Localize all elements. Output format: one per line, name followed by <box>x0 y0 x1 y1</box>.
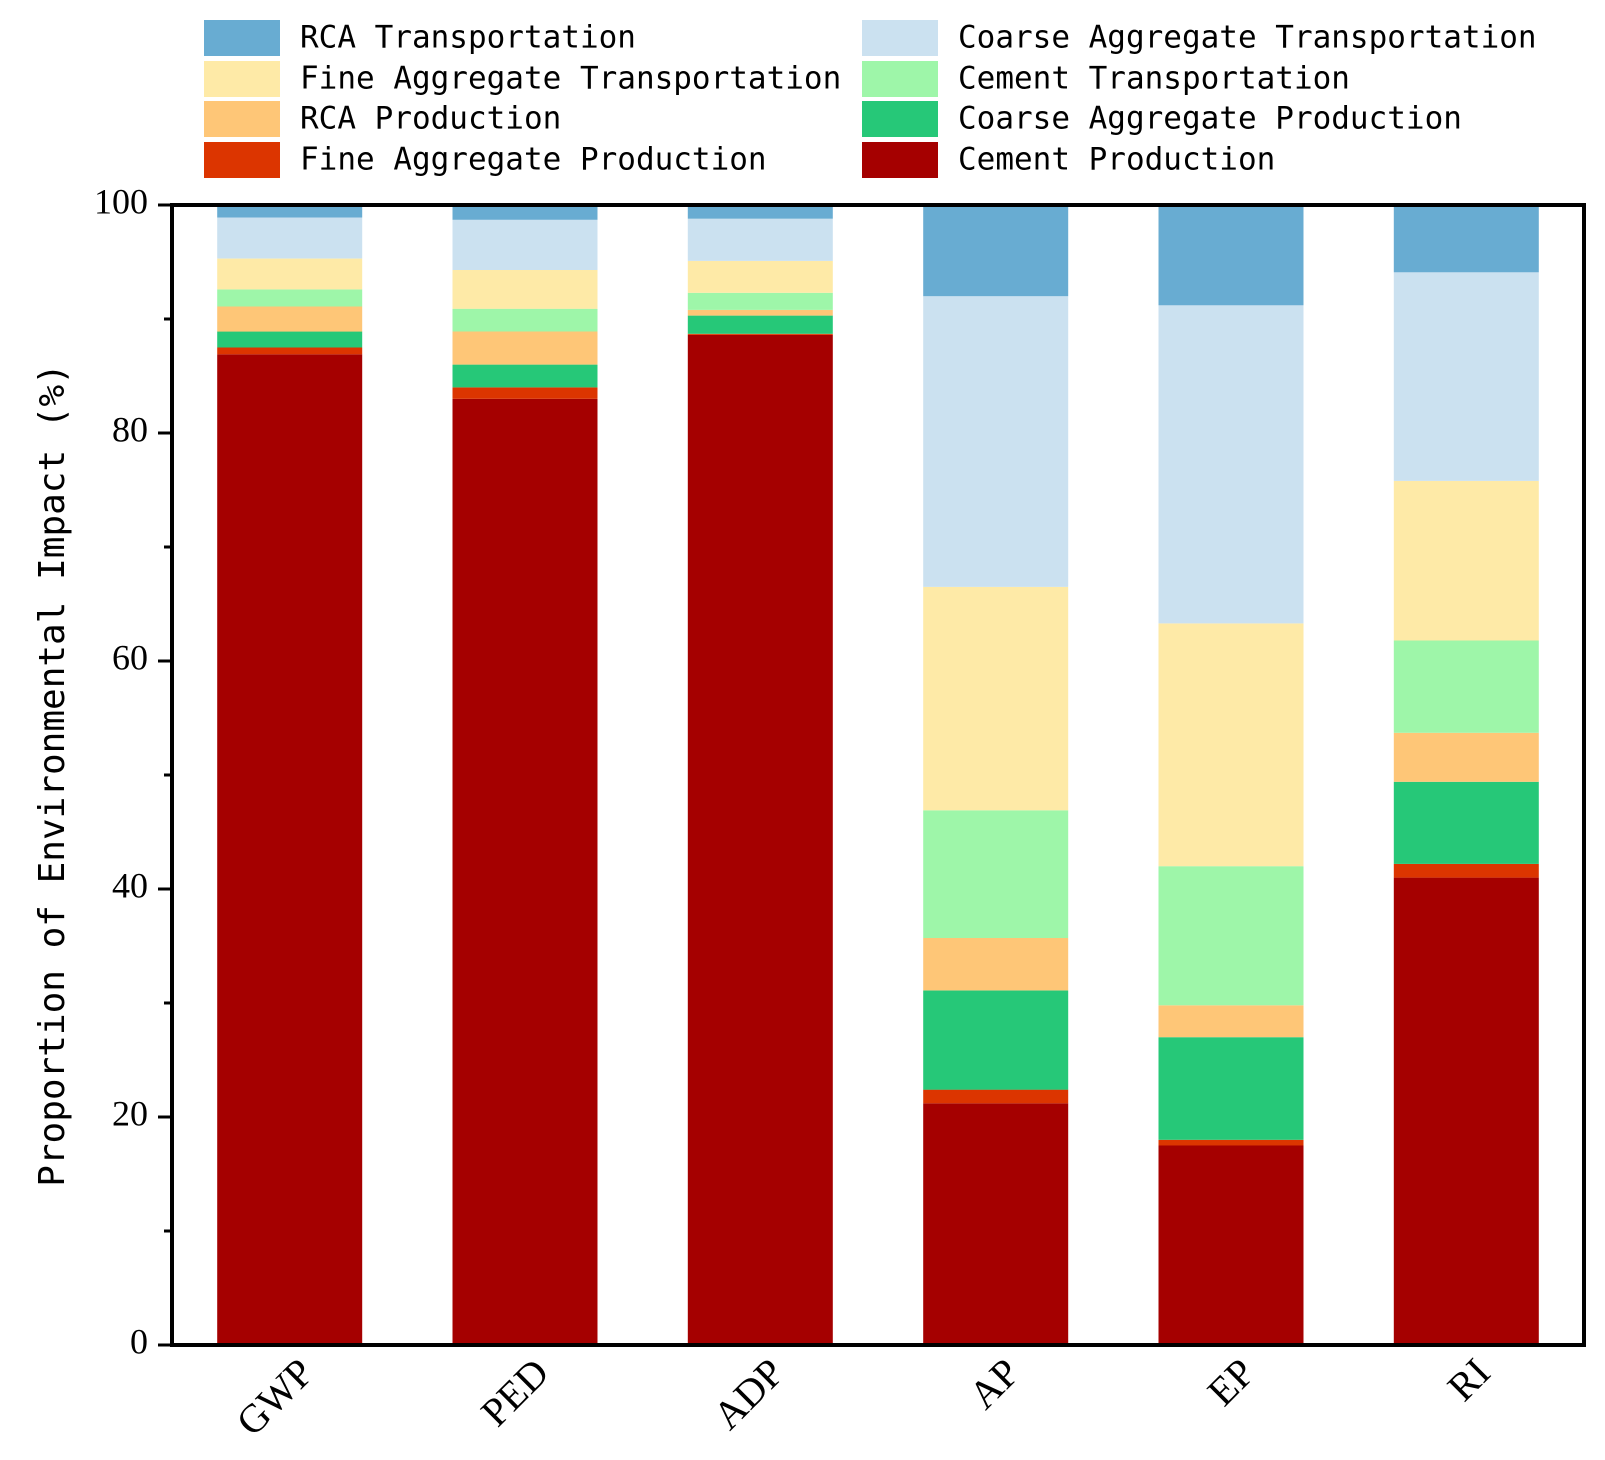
bar-ped-fine-aggregate-transportation <box>452 270 598 309</box>
bar-ped-fine-aggregate-production <box>452 387 598 399</box>
x-tick-label-adp: ADP <box>704 1350 792 1438</box>
bar-ped-cement-production <box>452 398 598 1345</box>
legend-swatch-fine-aggregate-production <box>204 142 280 178</box>
bar-ped-coarse-aggregate-transportation <box>452 219 598 270</box>
legend: RCA Transportation Coarse Aggregate Trans… <box>204 20 1537 178</box>
x-tick-label-gwp: GWP <box>227 1350 322 1445</box>
bar-ap-rca-transportation <box>923 205 1069 297</box>
y-tick-label-80: 80 <box>112 409 148 449</box>
bar-ap-fine-aggregate-production <box>923 1089 1069 1104</box>
x-axis: GWP PED ADP AP EP RI <box>227 1350 1498 1445</box>
bar-ep-rca-production <box>1158 1005 1304 1038</box>
x-tick-label-ap: AP <box>960 1350 1028 1418</box>
plot-frame <box>170 203 1586 1347</box>
bar-gwp-cement-transportation <box>217 289 363 307</box>
x-tick-label-ped: PED <box>472 1350 557 1435</box>
bar-ep-fine-aggregate-transportation <box>1158 623 1304 867</box>
bar-adp-fine-aggregate-production <box>687 333 833 335</box>
bar-gwp-coarse-aggregate-production <box>217 331 363 348</box>
legend-label-cement-transportation: Cement Transportation <box>958 61 1350 97</box>
legend-label-coarse-aggregate-transportation: Coarse Aggregate Transportation <box>958 20 1537 56</box>
bar-adp-cement-transportation <box>687 292 833 310</box>
bar-ap-coarse-aggregate-transportation <box>923 296 1069 587</box>
bar-adp-fine-aggregate-transportation <box>687 260 833 293</box>
legend-swatch-fine-aggregate-transportation <box>204 61 280 97</box>
legend-swatch-cement-production <box>862 142 938 178</box>
bar-ap-fine-aggregate-transportation <box>923 586 1069 811</box>
legend-label-coarse-aggregate-production: Coarse Aggregate Production <box>958 101 1462 137</box>
y-tick-label-0: 0 <box>130 1321 148 1361</box>
bar-ap-cement-production <box>923 1103 1069 1345</box>
bar-ep-cement-transportation <box>1158 866 1304 1006</box>
bar-ap-rca-production <box>923 938 1069 991</box>
bar-gwp-cement-production <box>217 354 363 1345</box>
bar-ped-rca-production <box>452 331 598 365</box>
bar-adp-coarse-aggregate-production <box>687 315 833 334</box>
bar-gwp-rca-transportation <box>217 205 363 218</box>
legend-label-fine-aggregate-transportation: Fine Aggregate Transportation <box>300 61 841 97</box>
legend-label-rca-transportation: RCA Transportation <box>300 20 636 56</box>
legend-swatch-rca-transportation <box>204 20 280 56</box>
y-tick-label-20: 20 <box>112 1093 148 1133</box>
legend-swatch-coarse-aggregate-transportation <box>862 20 938 56</box>
bar-ap-coarse-aggregate-production <box>923 990 1069 1090</box>
y-axis: 0 20 40 60 80 100 <box>94 181 172 1361</box>
bar-ri-rca-production <box>1393 732 1539 782</box>
bar-ep-coarse-aggregate-transportation <box>1158 305 1304 624</box>
x-tick-label-ri: RI <box>1439 1350 1499 1410</box>
legend-label-rca-production: RCA Production <box>300 101 561 137</box>
bar-ri-coarse-aggregate-transportation <box>1393 272 1539 481</box>
bar-ped-coarse-aggregate-production <box>452 364 598 388</box>
legend-swatch-rca-production <box>204 101 280 137</box>
bar-adp-rca-production <box>687 309 833 316</box>
y-axis-title: Proportion of Environmental Impact (%) <box>32 363 73 1187</box>
bar-ep-coarse-aggregate-production <box>1158 1037 1304 1140</box>
bar-ped-cement-transportation <box>452 308 598 332</box>
legend-label-cement-production: Cement Production <box>958 142 1275 178</box>
bar-ri-coarse-aggregate-production <box>1393 781 1539 864</box>
bar-ri-cement-production <box>1393 877 1539 1345</box>
bar-ped-rca-transportation <box>452 205 598 220</box>
bar-ap-cement-transportation <box>923 810 1069 938</box>
bar-ep-rca-transportation <box>1158 205 1304 306</box>
bar-gwp-fine-aggregate-production <box>217 347 363 355</box>
y-tick-label-40: 40 <box>112 865 148 905</box>
bar-ep-cement-production <box>1158 1145 1304 1345</box>
bar-adp-rca-transportation <box>687 205 833 219</box>
bar-adp-cement-production <box>687 335 833 1345</box>
x-tick-label-ep: EP <box>1199 1350 1264 1415</box>
legend-swatch-coarse-aggregate-production <box>862 101 938 137</box>
bar-gwp-coarse-aggregate-transportation <box>217 217 363 259</box>
legend-label-fine-aggregate-production: Fine Aggregate Production <box>300 142 767 178</box>
bar-gwp-fine-aggregate-transportation <box>217 258 363 290</box>
y-tick-label-60: 60 <box>112 637 148 677</box>
bar-ri-cement-transportation <box>1393 640 1539 733</box>
bar-gwp-rca-production <box>217 306 363 332</box>
y-tick-label-100: 100 <box>94 181 148 221</box>
bar-ep-fine-aggregate-production <box>1158 1139 1304 1146</box>
bar-ri-rca-transportation <box>1393 205 1539 273</box>
bar-ri-fine-aggregate-transportation <box>1393 480 1539 641</box>
bar-adp-coarse-aggregate-transportation <box>687 218 833 261</box>
bars-layer <box>217 205 1539 1345</box>
bar-ri-fine-aggregate-production <box>1393 863 1539 878</box>
legend-swatch-cement-transportation <box>862 61 938 97</box>
